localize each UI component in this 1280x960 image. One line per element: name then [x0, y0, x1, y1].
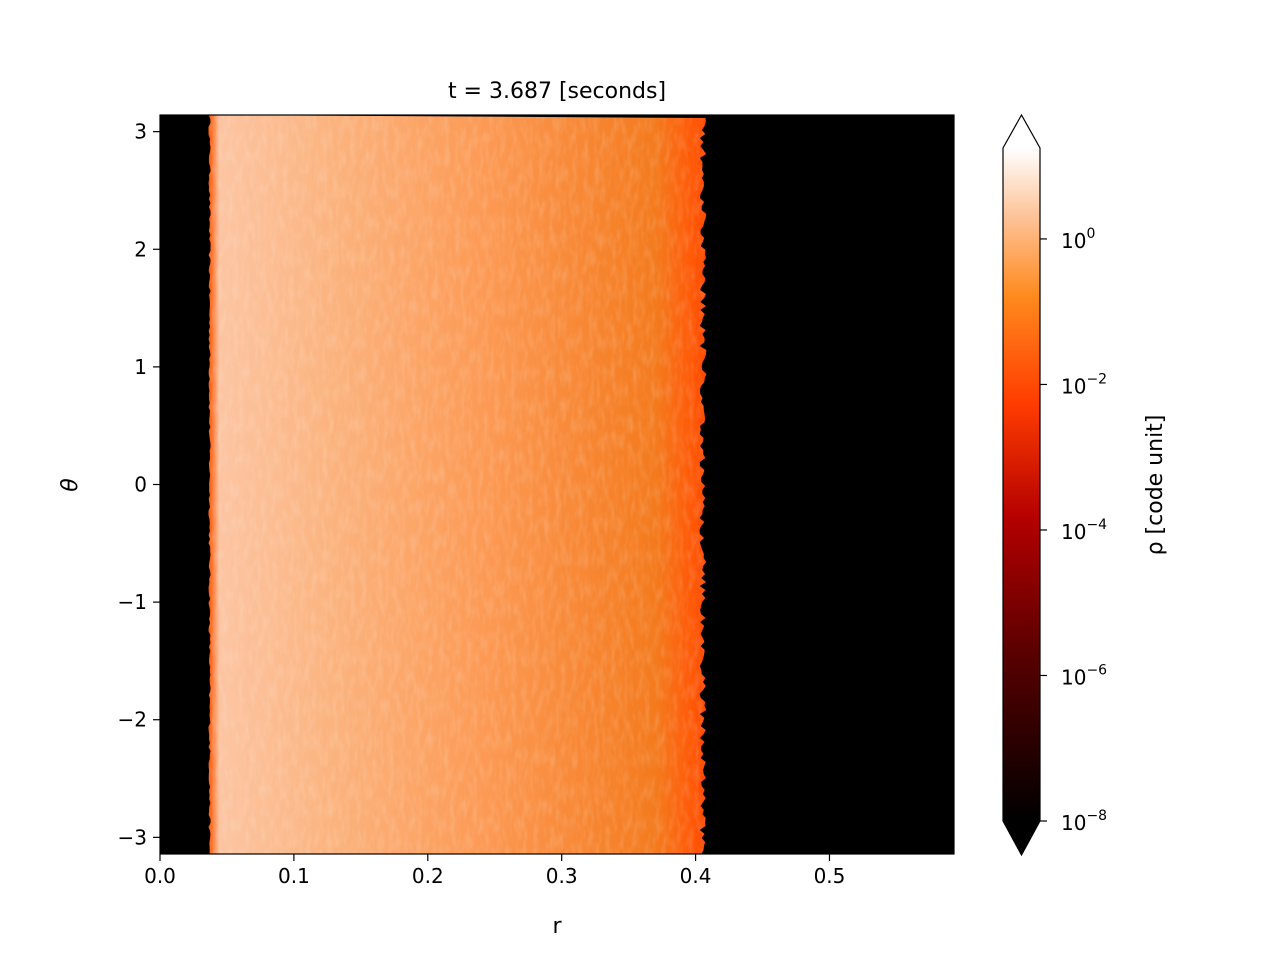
colorbar-tick-label: 10−4	[1061, 517, 1107, 544]
chart-title: t = 3.687 [seconds]	[448, 79, 666, 104]
noise-texture	[208, 115, 707, 854]
colorbar-tick-label: 100	[1061, 226, 1095, 253]
y-axis-label: θ	[58, 478, 83, 492]
y-tick-label: −2	[118, 708, 147, 732]
colorbar-label: ρ [code unit]	[1143, 415, 1168, 556]
y-tick-label: 1	[134, 355, 147, 379]
colorbar: 100 10−2 10−4 10−6 10−8 ρ [code unit]	[1002, 113, 1168, 857]
heatmap-plot-area	[160, 115, 954, 854]
x-tick-label: 0.0	[144, 864, 176, 888]
colorbar-tick-label: 10−2	[1061, 371, 1107, 398]
y-tick-label: 3	[134, 120, 147, 144]
y-tick-label: −1	[118, 590, 147, 614]
x-tick-label: 0.5	[814, 864, 846, 888]
density-shell-noise	[208, 115, 707, 854]
colorbar-tick-label: 10−8	[1061, 808, 1107, 835]
colorbar-top-extension	[1003, 115, 1040, 148]
x-axis-label: r	[552, 914, 562, 939]
colorbar-ticks: 100 10−2 10−4 10−6 10−8	[1040, 226, 1107, 835]
colorbar-tick-label: 10−6	[1061, 662, 1107, 689]
x-tick-label: 0.4	[680, 864, 712, 888]
colorbar-bottom-extension	[1003, 821, 1040, 855]
x-tick-label: 0.1	[278, 864, 310, 888]
y-tick-label: 0	[134, 473, 147, 497]
x-tick-label: 0.3	[546, 864, 578, 888]
y-axis-ticks: 3 2 1 0 −1 −2 −3	[118, 120, 160, 849]
y-tick-label: −3	[118, 825, 147, 849]
y-tick-label: 2	[134, 237, 147, 261]
x-axis-ticks: 0.0 0.1 0.2 0.3 0.4 0.5	[144, 854, 845, 888]
colorbar-body	[1003, 148, 1040, 821]
x-tick-label: 0.2	[412, 864, 444, 888]
